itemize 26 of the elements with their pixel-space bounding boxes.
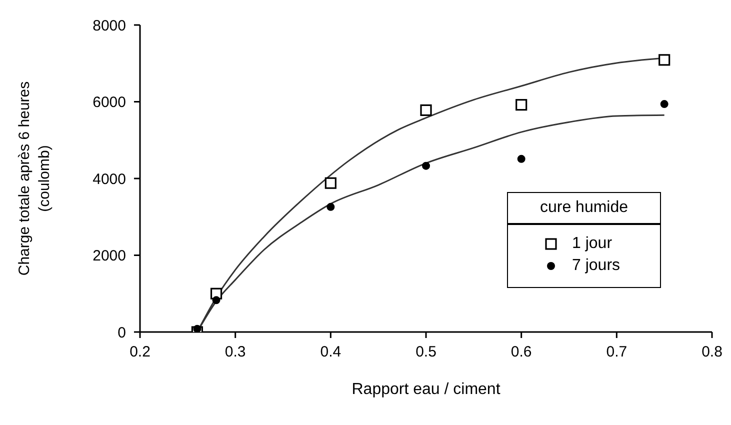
- x-axis-title: Rapport eau / ciment: [352, 381, 501, 398]
- x-tick-label: 0.7: [606, 344, 628, 361]
- x-tick-label: 0.2: [130, 344, 150, 361]
- legend-label: 1 jour: [572, 234, 612, 254]
- x-tick-label: 0.8: [702, 344, 722, 361]
- legend-label: 7 jours: [572, 256, 620, 276]
- y-tick-label: 2000: [92, 248, 126, 265]
- x-tick-label: 0.5: [416, 344, 436, 361]
- y-axis-title: Charge totale après 6 heures (coulomb): [16, 81, 53, 276]
- y-tick-label: 4000: [92, 170, 126, 188]
- point: [212, 296, 220, 304]
- point: [658, 54, 670, 66]
- y-tick-label: 6000: [92, 94, 126, 112]
- x-tick-label: 0.4: [320, 344, 342, 361]
- legend-title: cure humide: [538, 198, 630, 218]
- point: [326, 202, 335, 211]
- point: [517, 154, 526, 163]
- point: [324, 177, 336, 189]
- x-tick-label: 0.3: [224, 344, 246, 361]
- y-tick-label: 0: [118, 324, 126, 342]
- point: [516, 99, 528, 111]
- point: [660, 100, 668, 108]
- x-tick-label: 0.6: [510, 344, 532, 361]
- point: [422, 162, 430, 170]
- y-tick-label: 8000: [92, 17, 126, 34]
- point: [420, 104, 432, 116]
